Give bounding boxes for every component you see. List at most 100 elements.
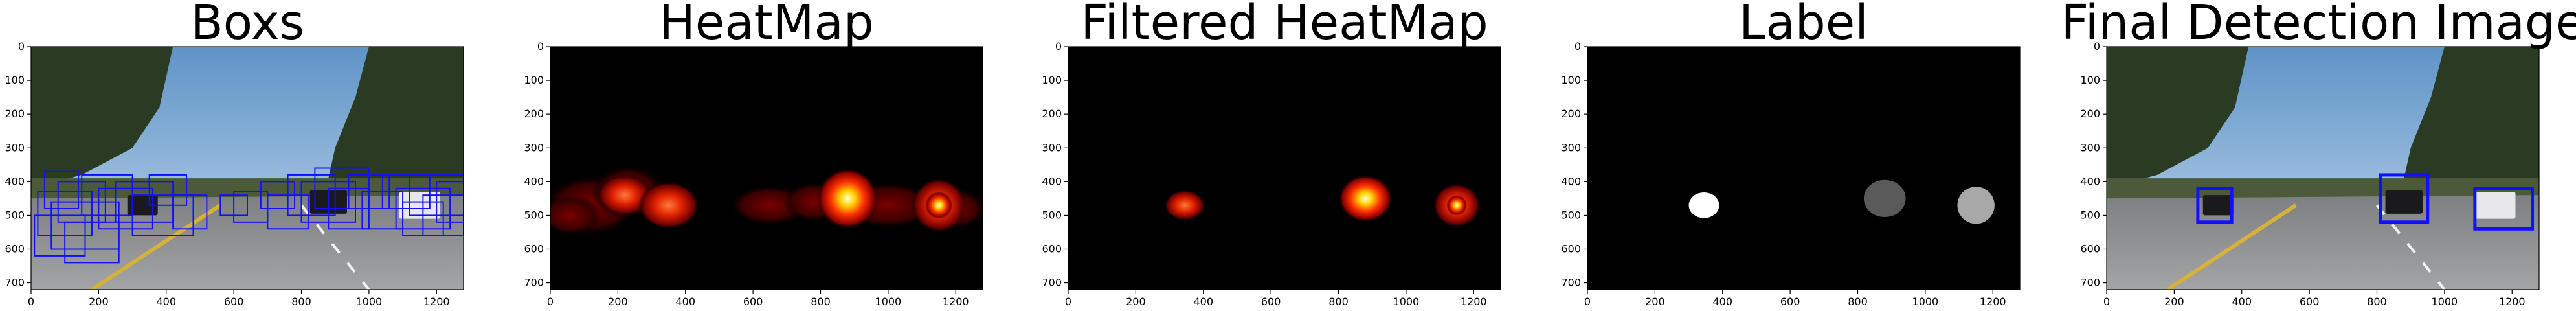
y-tick-label: 100 [1042, 74, 1062, 86]
x-tick-label: 1200 [423, 295, 450, 308]
axis-frame [1068, 46, 1501, 290]
x-tick-label: 1000 [356, 295, 383, 308]
heat-peak [817, 168, 879, 229]
y-tick-label: 100 [524, 74, 544, 86]
x-tick-label: 200 [608, 295, 628, 308]
x-tick-label: 400 [2232, 295, 2252, 308]
y-tick-label: 200 [5, 108, 25, 120]
y-tick-label: 0 [1574, 40, 1581, 52]
x-tick-label: 800 [291, 295, 311, 308]
detection-box [2473, 187, 2535, 231]
y-tick-label: 600 [524, 243, 544, 255]
y-tick-label: 0 [18, 40, 25, 52]
x-tick-label: 1000 [1912, 295, 1939, 308]
x-tick-label: 0 [2103, 295, 2110, 308]
panel-image [550, 47, 983, 290]
horizon-band [2107, 178, 2539, 199]
y-tick-label: 700 [524, 277, 544, 289]
axis-frame [2106, 46, 2540, 290]
y-tick-label: 400 [524, 175, 544, 187]
x-tick-label: 600 [1261, 295, 1281, 308]
x-tick-label: 600 [2300, 295, 2320, 308]
candidate-box [436, 181, 464, 223]
car [2385, 190, 2423, 214]
x-tick-label: 400 [156, 295, 176, 308]
panel-image [2107, 47, 2539, 290]
y-tick-label: 600 [2080, 243, 2100, 255]
x-tick-label: 200 [2164, 295, 2184, 308]
x-tick-label: 600 [1780, 295, 1800, 308]
x-tick-label: 1200 [1461, 295, 1487, 308]
yellow-lane-line [91, 203, 221, 290]
y-tick-label: 0 [1055, 40, 1062, 52]
x-tick-label: 200 [1126, 295, 1146, 308]
x-tick-label: 200 [89, 295, 109, 308]
x-tick-label: 1200 [2499, 295, 2526, 308]
x-tick-label: 600 [743, 295, 763, 308]
panel-heatmap: HeatMap 0 200 400 600 800 1000 1200 0 100 200 300 40… [524, 0, 983, 308]
label-region-3 [1957, 187, 1995, 224]
white-lane-line [300, 204, 370, 290]
y-tick-label: 300 [1561, 141, 1581, 154]
y-tick-label: 500 [524, 209, 544, 221]
y-tick-label: 400 [5, 175, 25, 187]
panel-title: Final Detection Image [2061, 0, 2576, 51]
label-background [1587, 47, 2020, 290]
y-tick-label: 0 [537, 40, 544, 52]
heat-low [550, 195, 601, 236]
panel-title: Boxs [190, 0, 304, 51]
filtered-blob [1164, 190, 1205, 221]
x-tick-label: 1200 [943, 295, 969, 308]
panel-title: Label [1739, 0, 1868, 51]
y-tick-label: 200 [2080, 108, 2100, 120]
x-tick-label: 200 [1645, 295, 1665, 308]
road [2107, 195, 2539, 290]
yellow-lane-line [2166, 203, 2297, 290]
y-tick-label: 400 [1561, 175, 1581, 187]
candidate-box [131, 194, 194, 236]
car [2474, 191, 2516, 219]
x-tick-label: 1000 [1393, 295, 1420, 308]
white-lane-line [2375, 204, 2446, 290]
x-tick-label: 0 [1065, 295, 1071, 308]
filtered-blob [1338, 174, 1393, 222]
x-tick-label: 800 [1328, 295, 1349, 308]
y-tick-label: 300 [2080, 141, 2100, 154]
candidate-box [148, 174, 188, 206]
x-tick-label: 400 [1712, 295, 1732, 308]
heat-mid [638, 181, 699, 229]
y-tick-label: 700 [1042, 277, 1062, 289]
right-trees [2404, 47, 2539, 182]
y-tick-label: 400 [2080, 175, 2100, 187]
car [2202, 195, 2234, 216]
heat-peak-core [925, 191, 953, 219]
label-region-2 [1863, 179, 1906, 218]
axis-frame [30, 46, 464, 290]
candidate-box [402, 201, 444, 236]
candidate-box [381, 174, 431, 209]
x-tick-label: 400 [1193, 295, 1213, 308]
panel-image [1587, 47, 2020, 290]
heat-background [1068, 47, 1501, 290]
y-tick-label: 600 [1561, 243, 1581, 255]
y-tick-label: 100 [2080, 74, 2100, 86]
x-tick-label: 1000 [875, 295, 902, 308]
candidate-box [98, 187, 153, 230]
y-tick-label: 700 [1561, 277, 1581, 289]
y-tick-label: 500 [1042, 209, 1062, 221]
panel-label: Label 0 200 400 600 800 1000 1200 0 100 200 300 400 5… [1561, 0, 2021, 308]
candidate-box [172, 194, 208, 230]
x-tick-label: 0 [547, 295, 554, 308]
candidate-box [34, 214, 86, 257]
x-tick-label: 800 [811, 295, 831, 308]
y-tick-label: 500 [5, 209, 25, 221]
y-tick-label: 400 [1042, 175, 1062, 187]
y-tick-label: 600 [1042, 243, 1062, 255]
y-tick-label: 500 [1561, 209, 1581, 221]
x-tick-label: 600 [224, 295, 244, 308]
panel-title: Filtered HeatMap [1081, 0, 1488, 51]
y-tick-label: 600 [5, 243, 25, 255]
right-trees [328, 47, 464, 182]
y-tick-label: 300 [5, 141, 25, 154]
